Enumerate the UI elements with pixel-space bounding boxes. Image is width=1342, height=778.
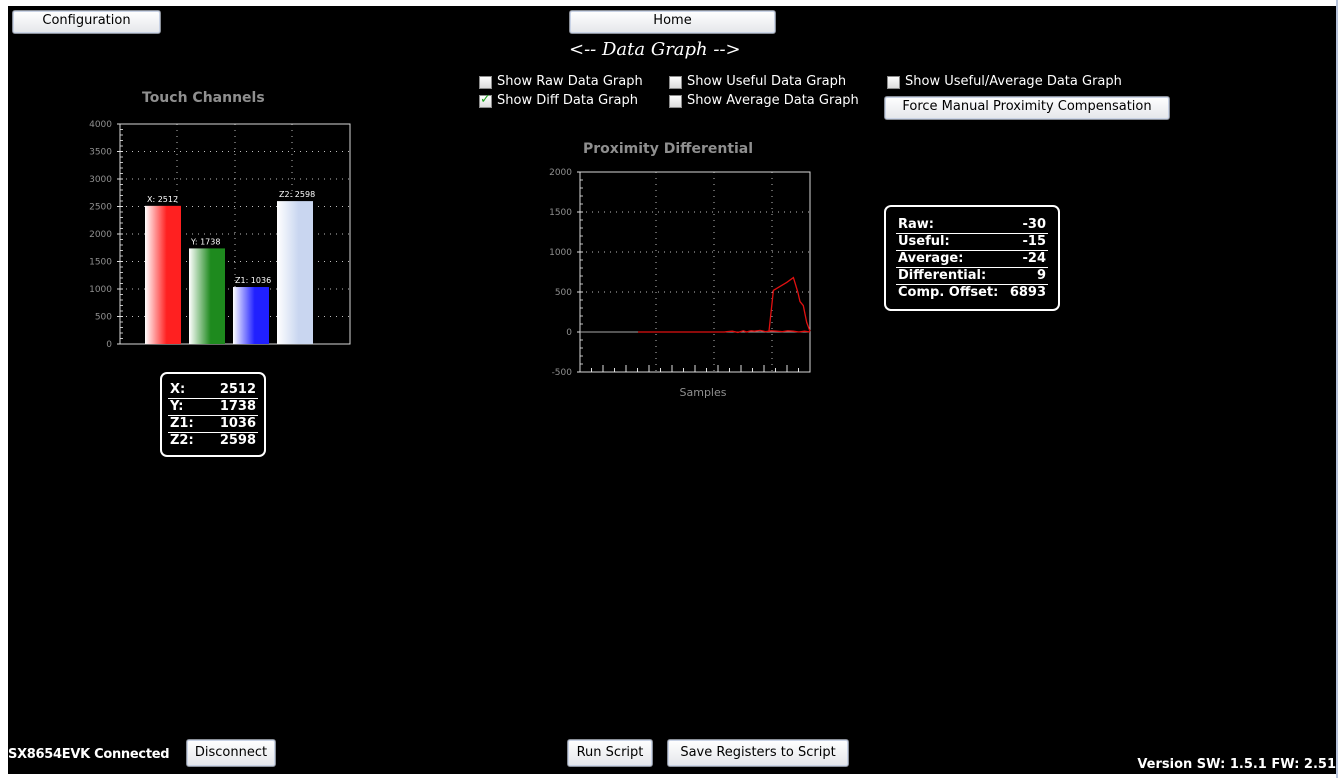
home-button[interactable]: Home bbox=[569, 10, 776, 34]
show-average-data-label: Show Average Data Graph bbox=[687, 93, 859, 108]
y-tick-label: 3500 bbox=[89, 148, 112, 158]
page-title: <-- Data Graph --> bbox=[569, 39, 741, 60]
show-average-data-checkbox[interactable] bbox=[669, 95, 682, 108]
force-manual-compensation-button[interactable]: Force Manual Proximity Compensation bbox=[884, 96, 1170, 120]
touch-chart-title: Touch Channels bbox=[142, 90, 265, 106]
readout-value: 6893 bbox=[1009, 285, 1046, 300]
readout-value: 2598 bbox=[219, 433, 256, 448]
readout-value: 1036 bbox=[219, 416, 256, 431]
touch-channels-chart: 0 500 1000 1500 2000 2500 3000 3500 4000 X: 2512 Y… bbox=[89, 120, 351, 350]
y-tick-label: 0 bbox=[566, 328, 572, 338]
show-raw-data-checkbox[interactable] bbox=[479, 76, 492, 89]
prox-readout-row: Comp. Offset: 6893 bbox=[896, 285, 1048, 301]
touch-readout-row: X: 2512 bbox=[168, 382, 258, 399]
touch-readout-panel: X: 2512 Y: 1738 Z1: 1036 Z2: 2598 bbox=[160, 372, 266, 457]
show-useful-average-label: Show Useful/Average Data Graph bbox=[905, 74, 1122, 89]
bar-z1 bbox=[233, 287, 269, 344]
readout-value: -15 bbox=[1022, 234, 1047, 249]
y-tick-label: 2500 bbox=[89, 203, 112, 213]
show-diff-data-label: Show Diff Data Graph bbox=[497, 93, 638, 108]
configuration-button[interactable]: Configuration bbox=[12, 10, 161, 34]
diff-series-spike bbox=[768, 276, 811, 333]
app-window: Configuration Home <-- Data Graph --> Sh… bbox=[8, 6, 1336, 774]
prox-readout-row: Useful: -15 bbox=[896, 234, 1048, 251]
readout-value: 2512 bbox=[219, 382, 256, 397]
version-info: Version SW: 1.5.1 FW: 2.51 bbox=[1137, 757, 1336, 772]
plot-frame bbox=[579, 171, 811, 373]
y-tick-label: -500 bbox=[552, 368, 573, 378]
y-tick-label: 500 bbox=[95, 313, 112, 323]
readout-label: Useful: bbox=[898, 234, 950, 249]
x-axis-label: Samples bbox=[680, 386, 727, 399]
prox-readout-row: Raw: -30 bbox=[896, 217, 1048, 234]
y-tick-label: 2000 bbox=[89, 230, 112, 240]
readout-value: 9 bbox=[1036, 268, 1046, 283]
y-tick-label: 4000 bbox=[89, 120, 112, 130]
touch-readout-row: Y: 1738 bbox=[168, 399, 258, 416]
readout-label: Z1: bbox=[170, 416, 194, 431]
show-useful-data-checkbox[interactable] bbox=[669, 76, 682, 89]
readout-value: -30 bbox=[1022, 217, 1047, 232]
bar-x bbox=[145, 205, 181, 344]
bar-z2 bbox=[277, 201, 313, 344]
proximity-readout-panel: Raw: -30 Useful: -15 Average: -24 Different… bbox=[884, 205, 1060, 311]
readout-label: Y: bbox=[170, 399, 184, 414]
bar-data-label: Z1: 1036 bbox=[235, 276, 271, 285]
proximity-differential-chart: -500 0 500 1000 1500 2000 Samples bbox=[549, 168, 811, 399]
show-raw-data-label: Show Raw Data Graph bbox=[497, 74, 643, 89]
prox-chart-title: Proximity Differential bbox=[583, 141, 754, 157]
readout-label: X: bbox=[170, 382, 186, 397]
bar-y bbox=[189, 248, 225, 344]
y-tick-label: 1000 bbox=[89, 285, 112, 295]
touch-readout-row: Z2: 2598 bbox=[168, 433, 258, 449]
touch-readout-row: Z1: 1036 bbox=[168, 416, 258, 433]
bar-data-label: Y: 1738 bbox=[190, 237, 220, 246]
bar-data-label: Z2: 2598 bbox=[279, 190, 315, 199]
show-diff-data-checkbox[interactable] bbox=[479, 92, 492, 108]
readout-value: 1738 bbox=[219, 399, 256, 414]
y-tick-label: 500 bbox=[555, 288, 572, 298]
readout-label: Comp. Offset: bbox=[898, 285, 999, 300]
readout-label: Raw: bbox=[898, 217, 934, 232]
save-registers-button[interactable]: Save Registers to Script bbox=[667, 739, 849, 767]
readout-value: -24 bbox=[1022, 251, 1047, 266]
connection-status: SX8654EVK Connected bbox=[8, 747, 170, 762]
readout-label: Differential: bbox=[898, 268, 987, 283]
diff-series-line bbox=[638, 329, 811, 334]
readout-label: Average: bbox=[898, 251, 964, 266]
y-tick-label: 3000 bbox=[89, 175, 112, 185]
y-tick-label: 1000 bbox=[549, 248, 572, 258]
window-edge bbox=[1336, 0, 1338, 778]
run-script-button[interactable]: Run Script bbox=[567, 739, 653, 767]
y-tick-label: 1500 bbox=[549, 208, 572, 218]
show-useful-data-label: Show Useful Data Graph bbox=[687, 74, 847, 89]
disconnect-button[interactable]: Disconnect bbox=[186, 739, 276, 767]
readout-label: Z2: bbox=[170, 433, 194, 448]
prox-readout-row: Differential: 9 bbox=[896, 268, 1048, 285]
y-tick-label: 1500 bbox=[89, 258, 112, 268]
y-tick-label: 2000 bbox=[549, 168, 572, 178]
show-useful-average-checkbox[interactable] bbox=[887, 76, 900, 89]
y-tick-label: 0 bbox=[106, 340, 112, 350]
prox-readout-row: Average: -24 bbox=[896, 251, 1048, 268]
bar-data-label: X: 2512 bbox=[147, 195, 178, 204]
